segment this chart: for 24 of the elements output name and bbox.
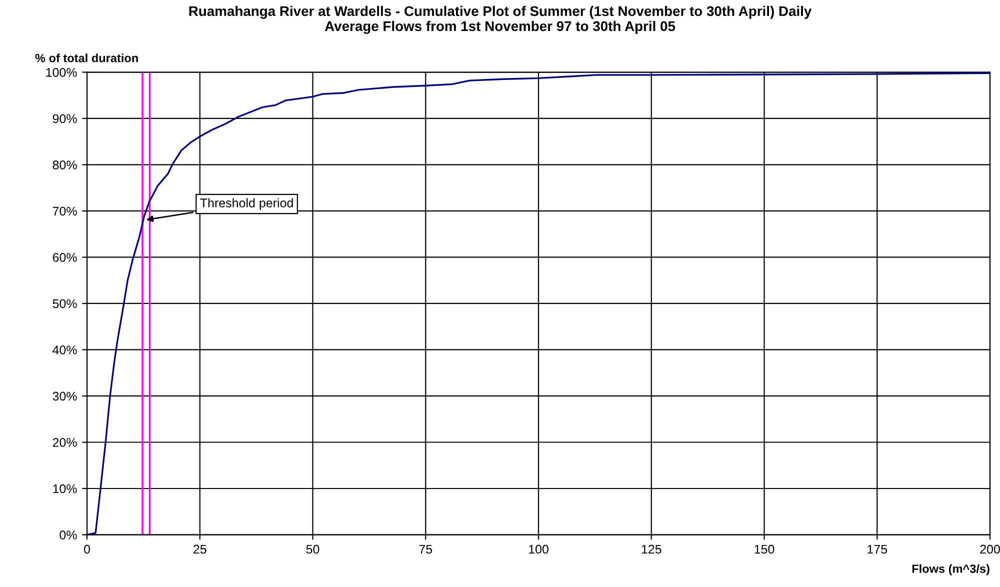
x-tick-label: 100 xyxy=(529,544,548,554)
x-tick-label: 175 xyxy=(868,544,888,554)
chart-title: Ruamahanga River at Wardells - Cumulative Plot of Summer (1st November to 30th April) Daily Average Flows from 1st November 97 to 30th April 05 xyxy=(189,6,812,34)
y-tick-label: 90% xyxy=(52,114,77,124)
y-tick-label: 0% xyxy=(60,530,77,540)
x-tick-label: 75 xyxy=(419,544,432,554)
x-tick-label: 50 xyxy=(306,544,320,554)
x-tick-label: 200 xyxy=(980,544,1000,554)
y-tick-label: 50% xyxy=(52,299,77,308)
x-tick-label: 150 xyxy=(754,544,774,554)
x-tick-label: 125 xyxy=(642,544,662,554)
x-tick-label: 0 xyxy=(84,544,90,554)
y-tick-label: 20% xyxy=(52,438,77,447)
x-tick-label: 25 xyxy=(194,544,206,554)
annotation: Threshold period xyxy=(200,198,293,210)
y-tick-label: 40% xyxy=(52,346,77,354)
x-axis-title: Flows (m^3/s) xyxy=(912,564,990,576)
y-tick-label: 60% xyxy=(52,253,77,262)
y-tick-label: 10% xyxy=(53,484,77,494)
y-tick-label: 70% xyxy=(52,206,77,216)
y-tick-label: 80% xyxy=(52,160,77,170)
y-axis-title: % of total duration xyxy=(35,54,138,62)
y-tick-label: 30% xyxy=(52,392,77,401)
y-tick-label: 100% xyxy=(46,68,77,77)
